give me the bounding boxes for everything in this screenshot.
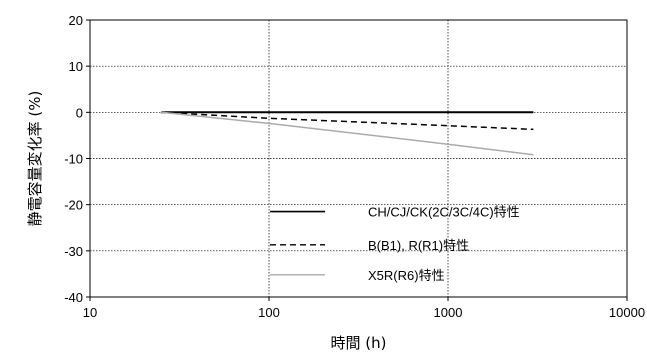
grid-lines bbox=[90, 20, 627, 297]
y-tick-label: 20 bbox=[69, 13, 83, 28]
legend: CH/CJ/CK(2C/3C/4C)特性 B(B1), R(R1)特性 X5R(R6… bbox=[270, 205, 520, 283]
y-tick-label: -40 bbox=[64, 290, 83, 305]
x-axis-label: 時間 (h) bbox=[331, 334, 387, 352]
y-tick-label: -30 bbox=[64, 244, 83, 259]
x-tick-label: 1000 bbox=[434, 305, 463, 320]
y-tick-label: -10 bbox=[64, 152, 83, 167]
legend-label: B(B1), R(R1)特性 bbox=[368, 238, 469, 253]
y-tick-label: 0 bbox=[76, 105, 83, 120]
series-line bbox=[161, 111, 534, 131]
y-axis-label: 静電容量変化率 (%) bbox=[26, 91, 44, 227]
legend-label: X5R(R6)特性 bbox=[368, 268, 445, 283]
y-tick-label: -20 bbox=[64, 198, 83, 213]
x-tick-label: 10000 bbox=[609, 305, 645, 320]
series-line bbox=[161, 111, 534, 156]
legend-label: CH/CJ/CK(2C/3C/4C)特性 bbox=[368, 205, 520, 220]
x-tick-label: 10 bbox=[83, 305, 97, 320]
x-tick-label: 100 bbox=[258, 305, 280, 320]
series-lines bbox=[161, 111, 534, 156]
y-tick-label: 10 bbox=[69, 59, 83, 74]
